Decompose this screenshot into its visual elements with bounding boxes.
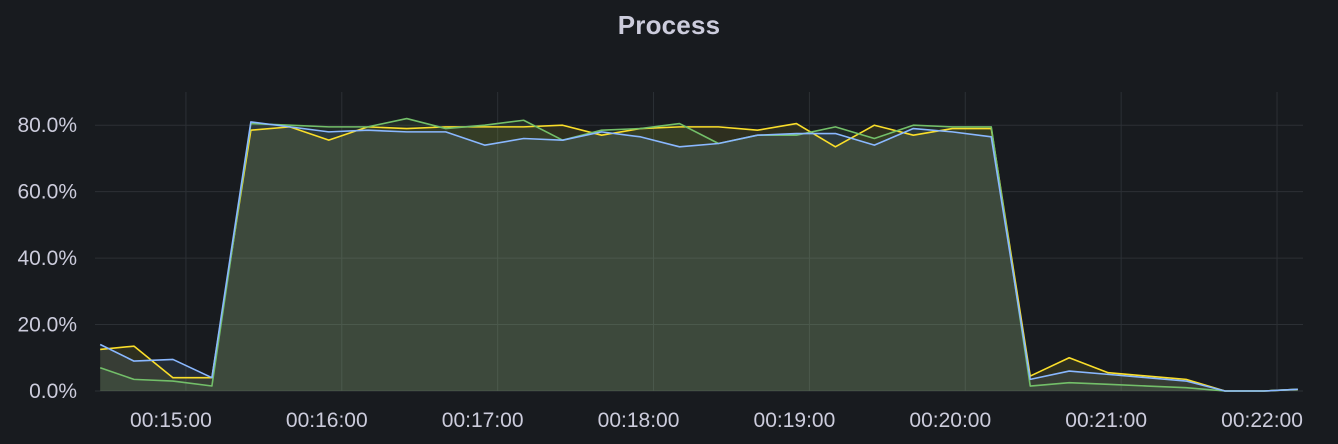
x-tick-label: 00:22:00 (1221, 409, 1303, 432)
series-line-2[interactable] (99, 121, 1298, 392)
x-tick-label: 00:21:00 (1065, 409, 1147, 432)
y-tick-label: 20.0% (17, 314, 77, 337)
x-tick-label: 00:18:00 (598, 409, 680, 432)
x-tick-label: 00:17:00 (442, 409, 524, 432)
x-tick-label: 00:15:00 (130, 409, 212, 432)
series-area-1 (100, 118, 1298, 392)
series-lines (99, 117, 1298, 392)
grid-lines (95, 92, 1303, 392)
series-area-2 (100, 121, 1298, 392)
y-tick-label: 80.0% (17, 114, 77, 137)
x-tick-label: 00:19:00 (754, 409, 836, 432)
series-line-0[interactable] (100, 122, 1298, 392)
x-tick-label: 00:16:00 (286, 409, 368, 432)
panel-title[interactable]: Process (617, 10, 721, 40)
series-line-1[interactable] (99, 117, 1298, 392)
series-areas (100, 118, 1298, 392)
x-axis: 00:15:00 00:16:00 00:17:00 00:18:00 00:19:00… (130, 409, 1303, 432)
y-tick-label: 40.0% (17, 247, 77, 270)
y-tick-label: 60.0% (17, 181, 77, 204)
x-tick-label: 00:20:00 (909, 409, 991, 432)
y-axis: 0.0% 20.0% 40.0% 60.0% 80.0% (17, 114, 77, 403)
series-area-0 (100, 123, 1298, 392)
y-tick-label: 0.0% (29, 380, 77, 403)
